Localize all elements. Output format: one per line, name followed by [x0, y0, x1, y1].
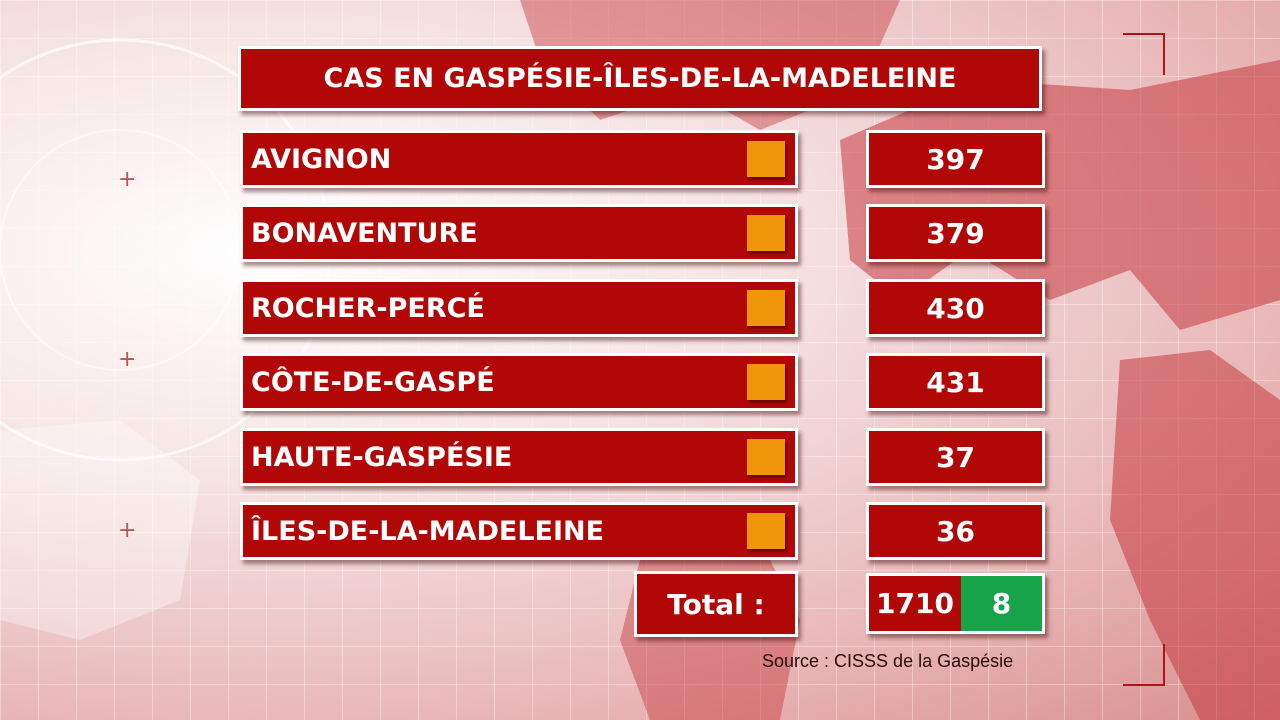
- new-cases-badge: 8: [961, 576, 1042, 631]
- region-value: 430: [866, 279, 1045, 337]
- region-row-cote-de-gaspe: CÔTE-DE-GASPÉ: [240, 353, 798, 411]
- region-row-iles-de-la-madeleine: ÎLES-DE-LA-MADELEINE: [240, 502, 798, 560]
- status-marker: [747, 290, 785, 326]
- region-row-rocher-perce: ROCHER-PERCÉ: [240, 279, 798, 337]
- region-name: ROCHER-PERCÉ: [251, 292, 485, 324]
- case-count: 430: [926, 291, 985, 325]
- total-box: 1710 8: [866, 573, 1045, 634]
- case-count: 431: [926, 365, 985, 399]
- status-marker: [747, 141, 785, 177]
- case-count: 37: [936, 440, 975, 474]
- status-marker: [747, 215, 785, 251]
- region-row-bonaventure: BONAVENTURE: [240, 204, 798, 262]
- case-count: 36: [936, 514, 975, 548]
- region-name: BONAVENTURE: [251, 217, 478, 249]
- region-name: ÎLES-DE-LA-MADELEINE: [251, 515, 605, 547]
- corner-bracket-top-right: [1123, 33, 1165, 75]
- region-row-haute-gaspesie: HAUTE-GASPÉSIE: [240, 428, 798, 486]
- corner-bracket-bottom-right: [1123, 644, 1165, 686]
- region-name: CÔTE-DE-GASPÉ: [251, 366, 495, 398]
- region-value: 431: [866, 353, 1045, 411]
- region-name: AVIGNON: [251, 143, 392, 175]
- page-title: CAS EN GASPÉSIE-ÎLES-DE-LA-MADELEINE: [238, 46, 1042, 111]
- region-value: 36: [866, 502, 1045, 560]
- plus-mark: +: [118, 167, 137, 192]
- status-marker: [747, 513, 785, 549]
- region-name: HAUTE-GASPÉSIE: [251, 441, 513, 473]
- case-count: 397: [926, 142, 985, 176]
- total-label-text: Total :: [667, 587, 765, 621]
- status-marker: [747, 364, 785, 400]
- total-label: Total :: [634, 571, 798, 637]
- title-text: CAS EN GASPÉSIE-ÎLES-DE-LA-MADELEINE: [323, 63, 957, 94]
- region-row-avignon: AVIGNON: [240, 130, 798, 188]
- source-caption: Source : CISSS de la Gaspésie: [762, 651, 1014, 671]
- region-value: 37: [866, 428, 1045, 486]
- total-value: 1710: [869, 576, 961, 631]
- region-value: 379: [866, 204, 1045, 262]
- region-value: 397: [866, 130, 1045, 188]
- plus-mark: +: [118, 518, 137, 543]
- status-marker: [747, 439, 785, 475]
- case-count: 379: [926, 216, 985, 250]
- plus-mark: +: [118, 347, 137, 372]
